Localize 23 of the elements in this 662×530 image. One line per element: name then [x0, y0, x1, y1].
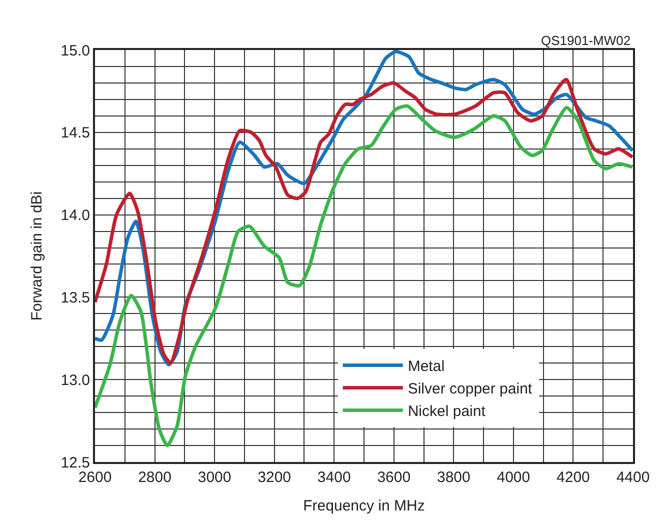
y-tick-label: 14.5 — [60, 124, 90, 142]
x-tick-label: 2800 — [138, 469, 172, 486]
legend-label: Silver copper paint — [408, 380, 533, 398]
line-series — [95, 104, 633, 448]
y-tick-label: 14.0 — [60, 207, 90, 224]
x-tick-label: 3600 — [377, 469, 411, 486]
x-axis-title: Frequency in MHz — [303, 498, 425, 514]
x-tick-label: 4200 — [556, 469, 590, 486]
legend-label: Nickel paint — [408, 403, 486, 420]
y-tick-label: 15.0 — [60, 42, 90, 60]
y-tick-label: 13.0 — [60, 372, 90, 389]
y-tick-label: 13.5 — [60, 289, 90, 306]
x-tick-label: 3000 — [198, 469, 232, 486]
x-tick-label: 3400 — [317, 469, 351, 486]
x-tick-label: 4000 — [496, 469, 530, 486]
x-tick-label: 3800 — [436, 469, 470, 486]
y-axis-title: Forward gain in dBi — [28, 191, 46, 321]
x-tick-label: 4400 — [616, 469, 650, 486]
legend-label: Metal — [408, 358, 445, 376]
x-tick-label: 3200 — [258, 469, 292, 486]
y-tick-label: 12.5 — [60, 454, 90, 472]
text: QS1901-MW02 — [541, 33, 631, 48]
x-tick-label: 2600 — [78, 469, 112, 486]
